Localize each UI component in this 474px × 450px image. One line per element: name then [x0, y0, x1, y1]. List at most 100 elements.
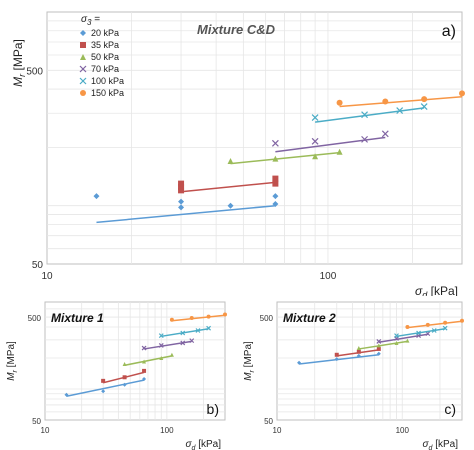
data-point: [376, 343, 381, 348]
data-point-stroke: [206, 325, 212, 331]
trend-line: [275, 136, 386, 153]
trend-line: [339, 96, 463, 108]
data-point: [272, 175, 279, 182]
data-point: [442, 325, 448, 331]
chart-title: Mixture C&D: [197, 22, 276, 37]
data-point: [159, 356, 164, 361]
series-150-kpa: [169, 312, 227, 322]
legend-label: 150 kPa: [91, 88, 124, 98]
data-point: [376, 338, 382, 344]
data-point-stroke: [158, 343, 164, 348]
y-axis-label: Mr [MPa]: [243, 341, 256, 381]
data-point: [141, 345, 147, 351]
panel-label: c): [444, 401, 456, 417]
x-tick-label: 100: [160, 426, 174, 435]
data-point: [381, 130, 389, 138]
data-point: [376, 351, 381, 356]
data-point: [460, 318, 464, 323]
chart-panel-a: 10 100 50 500 σd [kPa] Mr [MPa] Mixture C&D a) σ…: [11, 11, 465, 296]
trend-line: [161, 327, 209, 338]
data-point: [311, 114, 319, 122]
data-point: [178, 183, 185, 190]
series-20-kpa: [64, 377, 147, 398]
legend-item: 20 kPa: [80, 28, 119, 38]
data-point-stroke: [431, 328, 437, 333]
data-point-stroke: [394, 333, 399, 339]
data-point: [382, 98, 389, 105]
data-point: [394, 333, 399, 339]
data-point: [356, 346, 361, 351]
data-point: [158, 333, 164, 339]
data-point-stroke: [361, 111, 368, 119]
data-point: [80, 90, 86, 96]
x-tick-label: 10: [273, 426, 282, 435]
data-point: [122, 375, 127, 380]
data-point: [158, 343, 164, 348]
legend-label: 20 kPa: [91, 28, 119, 38]
data-point: [180, 340, 186, 346]
data-point: [206, 325, 212, 331]
data-point: [425, 322, 430, 327]
y-tick-label: 500: [260, 314, 274, 323]
series-20-kpa: [297, 351, 381, 365]
x-axis-label: σd [kPa]: [185, 439, 221, 450]
trend-line: [396, 327, 446, 338]
data-point: [223, 312, 227, 317]
legend-title: σ3 =: [81, 14, 100, 27]
chart-panel-b: 10 100 50 500 σd [kPa] Mr [MPa] Mixture 1 b): [0, 298, 237, 450]
data-point-stroke: [376, 338, 382, 344]
data-point: [80, 30, 86, 36]
trend-line: [358, 340, 408, 350]
data-point: [431, 328, 437, 333]
panel-label: a): [442, 23, 456, 40]
trend-line: [180, 181, 276, 193]
series-70-kpa: [271, 130, 389, 153]
trend-line: [96, 204, 276, 224]
data-point-stroke: [361, 135, 368, 143]
trend-line: [298, 354, 379, 365]
legend: σ3 =20 kPa 35 kPa 50 kPa 70 kPa 100 kPa 150 k…: [79, 14, 124, 98]
data-point-stroke: [141, 345, 147, 351]
y-axis-label: Mr [MPa]: [6, 341, 19, 381]
legend-label: 100 kPa: [91, 76, 124, 86]
data-point: [356, 353, 361, 358]
series-150-kpa: [336, 90, 465, 108]
data-point-stroke: [416, 330, 421, 336]
data-point: [443, 320, 448, 325]
data-point: [195, 328, 201, 333]
data-point: [169, 352, 174, 357]
series-100-kpa: [158, 325, 212, 339]
data-point-stroke: [180, 340, 186, 346]
data-point: [169, 317, 174, 322]
data-point-stroke: [195, 328, 201, 333]
legend-item: 50 kPa: [80, 52, 119, 62]
data-point-stroke: [158, 333, 164, 339]
data-point: [178, 198, 185, 205]
data-point: [405, 338, 410, 343]
trend-line: [124, 355, 173, 367]
data-point: [334, 357, 339, 362]
grid: [45, 302, 225, 420]
chart-title: Mixture 1: [51, 311, 104, 325]
trend-line: [230, 151, 340, 165]
series-35-kpa: [101, 368, 147, 384]
data-point: [206, 314, 211, 319]
data-point: [122, 382, 127, 387]
legend-item: 70 kPa: [79, 64, 119, 74]
data-point: [101, 378, 106, 383]
data-point: [79, 77, 87, 85]
data-point: [272, 193, 279, 200]
data-point-stroke: [396, 107, 404, 114]
data-point: [93, 193, 100, 200]
chart-b-svg: 10 100 50 500 σd [kPa] Mr [MPa] Mixture 1 b): [6, 301, 227, 450]
panel-label: b): [207, 401, 219, 417]
data-point: [142, 368, 147, 373]
x-tick-label: 100: [396, 426, 410, 435]
data-point: [227, 202, 234, 209]
data-point: [312, 153, 319, 160]
legend-label: 35 kPa: [91, 40, 119, 50]
data-point-stroke: [420, 103, 428, 110]
series-70-kpa: [141, 338, 195, 351]
plot-area: [276, 301, 463, 421]
data-point: [297, 360, 302, 365]
